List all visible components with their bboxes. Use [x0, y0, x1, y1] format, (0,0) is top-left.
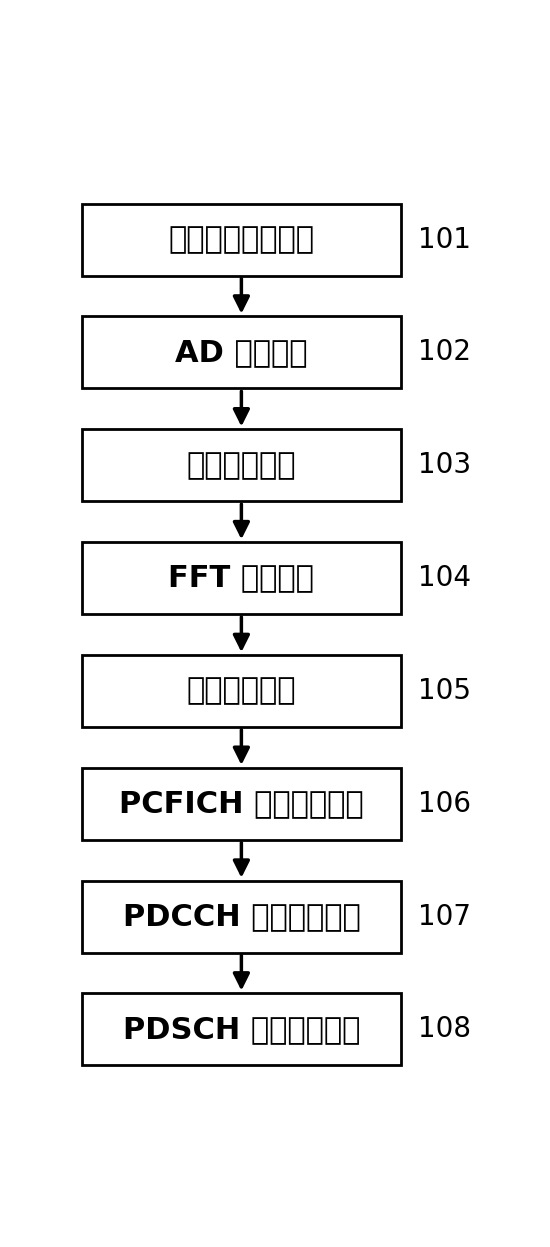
Bar	[81, 542, 401, 614]
Text: 107: 107	[419, 903, 471, 930]
Bar	[81, 880, 401, 953]
Text: 103: 103	[419, 451, 471, 479]
Text: 108: 108	[419, 1015, 471, 1044]
Text: 104: 104	[419, 564, 471, 592]
Text: 102: 102	[419, 338, 471, 367]
Bar	[81, 317, 401, 389]
Text: FFT 变换模块: FFT 变换模块	[168, 564, 314, 592]
Text: 射频前端接收模块: 射频前端接收模块	[168, 226, 315, 254]
Text: 105: 105	[419, 677, 471, 705]
Text: PDSCH 取数解码模块: PDSCH 取数解码模块	[123, 1015, 360, 1044]
Text: PCFICH 取数解码模块: PCFICH 取数解码模块	[119, 789, 364, 818]
Text: 信道估计模块: 信道估计模块	[186, 676, 296, 706]
Text: PDCCH 取数解码模块: PDCCH 取数解码模块	[123, 902, 360, 932]
Text: 同步搜索模块: 同步搜索模块	[186, 451, 296, 480]
Bar	[81, 768, 401, 839]
Text: 106: 106	[419, 789, 471, 818]
Text: 101: 101	[419, 226, 471, 253]
Bar	[81, 429, 401, 501]
Bar	[81, 994, 401, 1065]
Bar	[81, 655, 401, 727]
Bar	[81, 203, 401, 276]
Text: AD 采样模块: AD 采样模块	[175, 338, 307, 367]
